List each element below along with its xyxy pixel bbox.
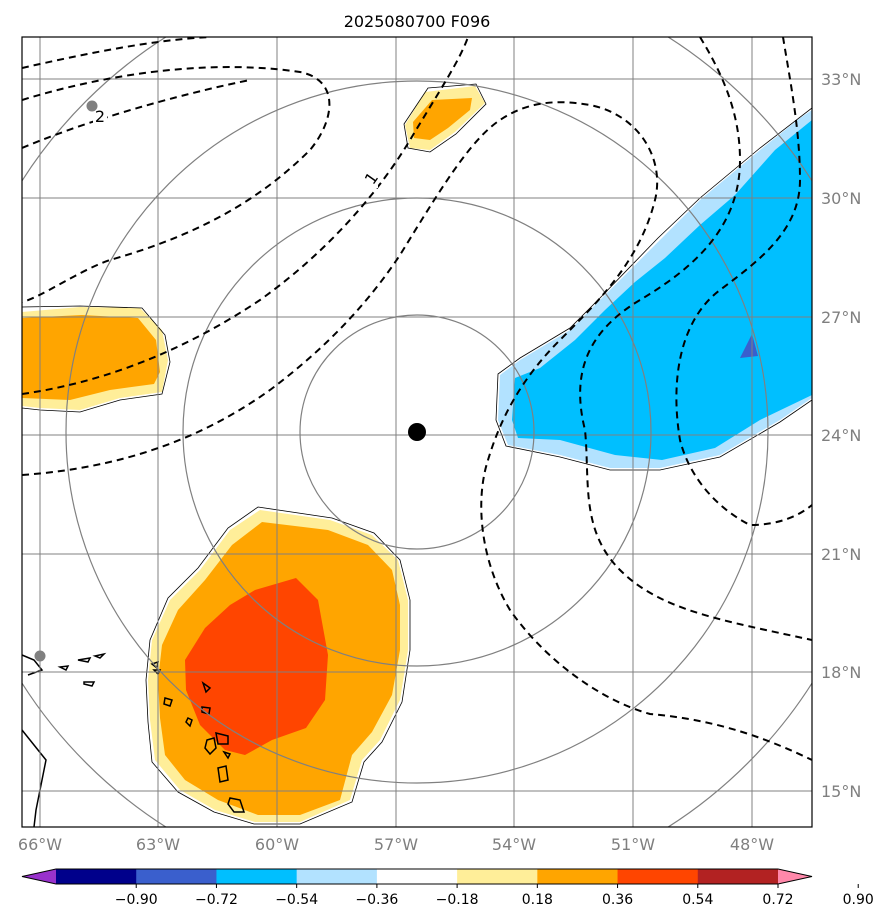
colorbar-extend-low — [22, 869, 56, 884]
colorbar-tick-label: 0.54 — [682, 892, 713, 908]
colorbar: −0.90 −0.72 −0.54 −0.36 −0.18 0.18 0.36 0.54 0.7… — [21, 868, 874, 908]
map-title: 2025080700 F096 — [344, 12, 491, 31]
colorbar-segment — [617, 869, 699, 884]
colorbar-segment — [697, 869, 779, 884]
colorbar-tick-label: −0.36 — [355, 892, 398, 908]
map-frame — [21, 36, 813, 828]
colorbar-tick-label: 0.18 — [522, 892, 553, 908]
storm-center-marker — [408, 423, 426, 441]
lon-tick-label: 57°W — [374, 835, 418, 854]
lon-tick-labels: 66°W 63°W 60°W 57°W 54°W 51°W 48°W — [18, 835, 774, 854]
lat-tick-labels: 33°N 30°N 27°N 24°N 21°N 18°N 15°N — [821, 70, 861, 801]
colorbar-tick-label: −0.90 — [115, 892, 158, 908]
colorbar-segment — [136, 869, 217, 884]
gray-marker — [86, 100, 98, 112]
colorbar-outline — [21, 868, 813, 885]
colorbar-tick-label: −0.54 — [275, 892, 318, 908]
lat-tick-label: 24°N — [821, 426, 861, 445]
gray-marker — [34, 650, 46, 662]
lon-tick-label: 63°W — [136, 835, 180, 854]
colorbar-segment — [537, 869, 619, 884]
colorbar-segment — [376, 869, 458, 884]
colorbar-tick-label: 0.90 — [843, 892, 874, 908]
colorbar-tick-label: 0.72 — [762, 892, 793, 908]
lon-tick-label: 60°W — [255, 835, 299, 854]
map-panel: 2 1 — [22, 37, 812, 827]
lat-tick-label: 27°N — [821, 308, 861, 327]
lat-tick-label: 33°N — [821, 70, 861, 89]
colorbar-extend-high — [778, 869, 812, 884]
lon-tick-label: 66°W — [18, 835, 62, 854]
colorbar-segment — [216, 869, 298, 884]
dashed-contours — [22, 37, 812, 761]
anomaly-north — [405, 86, 485, 150]
contour-label-2: 2 — [95, 107, 105, 126]
lat-tick-label: 21°N — [821, 545, 861, 564]
lat-tick-label: 18°N — [821, 663, 861, 682]
lon-tick-label: 51°W — [611, 835, 655, 854]
lon-tick-label: 54°W — [492, 835, 536, 854]
lon-tick-label: 48°W — [730, 835, 774, 854]
range-rings — [22, 37, 812, 827]
colorbar-tick-label: −0.72 — [195, 892, 238, 908]
lat-tick-label: 15°N — [821, 782, 861, 801]
anomaly-west — [22, 307, 168, 410]
colorbar-tick-label: −0.18 — [436, 892, 479, 908]
colorbar-tick-label: 0.36 — [602, 892, 633, 908]
colorbar-segment — [56, 869, 137, 884]
lat-tick-label: 30°N — [821, 189, 861, 208]
anomaly-south — [148, 510, 408, 822]
colorbar-segment — [457, 869, 538, 884]
colorbar-segment — [296, 869, 378, 884]
